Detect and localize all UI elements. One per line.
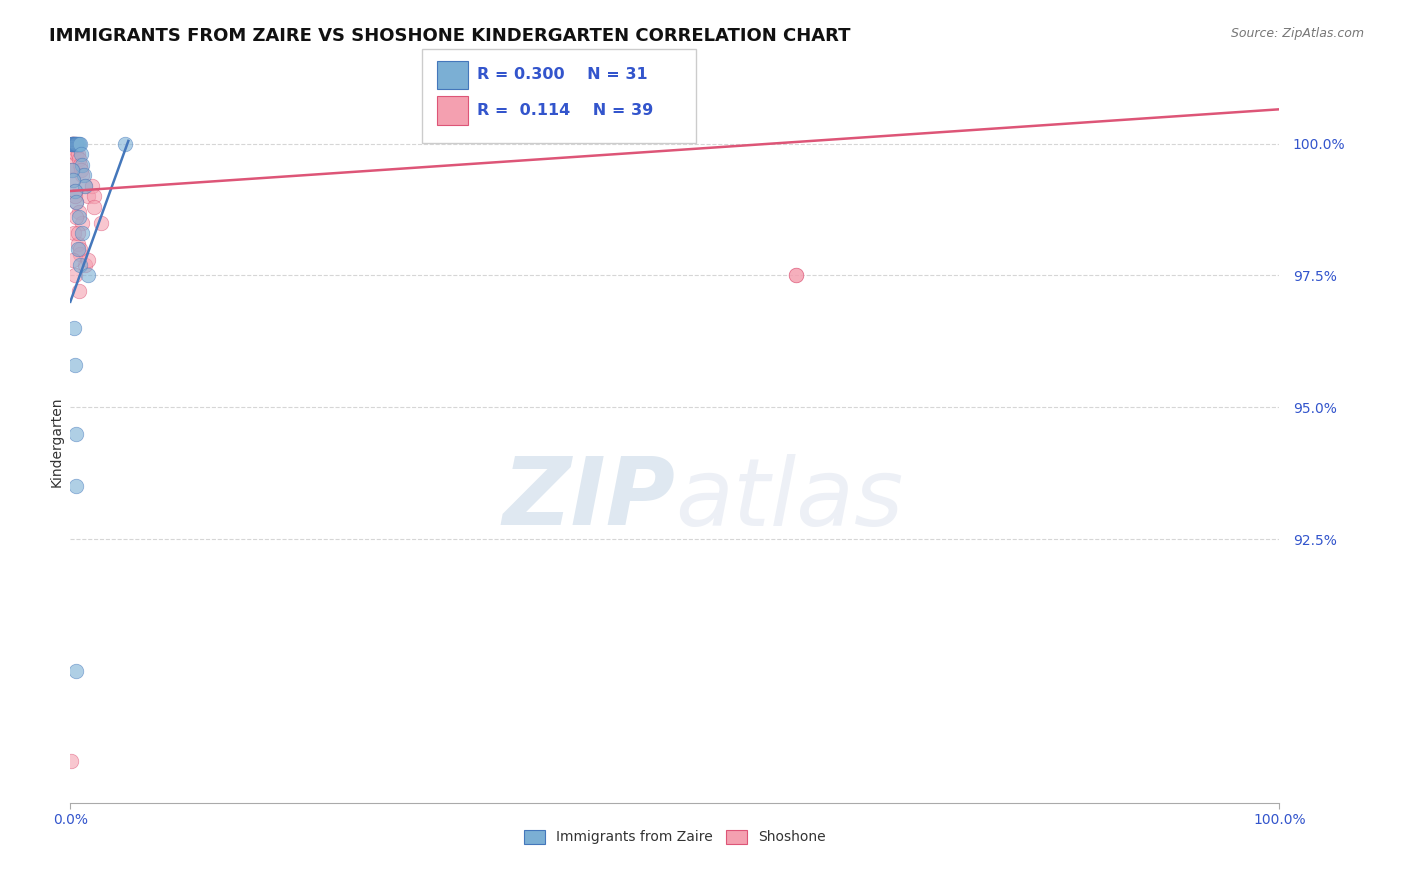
Point: [66, 136, 89, 151]
Point: [66, 242, 89, 256]
Point: [62, 252, 84, 267]
Point: [72, 158, 94, 172]
Point: [60, 136, 83, 151]
Point: [63, 189, 86, 203]
Point: [73, 178, 96, 193]
Point: [65, 136, 87, 151]
Point: [69, 136, 91, 151]
Point: [785, 268, 807, 283]
Point: [59, 158, 82, 172]
Point: [62, 136, 84, 151]
Point: [65, 194, 87, 209]
Point: [114, 136, 136, 151]
Point: [63, 136, 86, 151]
Point: [67, 205, 90, 219]
Point: [72, 168, 94, 182]
Point: [62, 173, 84, 187]
Point: [65, 136, 87, 151]
Point: [65, 664, 87, 678]
Text: R = 0.300    N = 31: R = 0.300 N = 31: [477, 68, 647, 82]
Point: [65, 194, 87, 209]
Text: atlas: atlas: [675, 454, 903, 545]
Point: [67, 153, 90, 167]
Point: [73, 258, 96, 272]
Point: [70, 163, 93, 178]
Point: [72, 226, 94, 240]
Point: [59, 754, 82, 768]
Point: [63, 142, 86, 156]
Point: [77, 252, 100, 267]
Point: [66, 147, 89, 161]
Point: [65, 147, 87, 161]
Point: [63, 226, 86, 240]
Text: ZIP: ZIP: [502, 453, 675, 545]
Point: [63, 184, 86, 198]
Point: [67, 136, 90, 151]
Point: [69, 258, 91, 272]
Point: [69, 247, 91, 261]
Point: [72, 168, 94, 182]
Point: [70, 147, 93, 161]
Point: [60, 136, 83, 151]
Point: [66, 236, 89, 251]
Legend: Immigrants from Zaire, Shoshone: Immigrants from Zaire, Shoshone: [519, 824, 831, 850]
Point: [69, 158, 91, 172]
Point: [73, 178, 96, 193]
Point: [60, 163, 83, 178]
Point: [80, 178, 103, 193]
Y-axis label: Kindergarten: Kindergarten: [49, 396, 63, 487]
Point: [62, 136, 84, 151]
Point: [67, 284, 90, 298]
Point: [785, 268, 807, 283]
Point: [77, 189, 100, 203]
Point: [63, 136, 86, 151]
Point: [62, 173, 84, 187]
Point: [66, 136, 89, 151]
Point: [60, 136, 83, 151]
Point: [63, 358, 86, 372]
Text: R =  0.114    N = 39: R = 0.114 N = 39: [477, 103, 652, 118]
Point: [66, 226, 89, 240]
Point: [83, 189, 105, 203]
Point: [63, 136, 86, 151]
Point: [63, 184, 86, 198]
Point: [72, 216, 94, 230]
Point: [83, 200, 105, 214]
Point: [63, 136, 86, 151]
Point: [60, 163, 83, 178]
Point: [65, 211, 87, 225]
Text: IMMIGRANTS FROM ZAIRE VS SHOSHONE KINDERGARTEN CORRELATION CHART: IMMIGRANTS FROM ZAIRE VS SHOSHONE KINDER…: [49, 27, 851, 45]
Point: [65, 426, 87, 441]
Point: [65, 479, 87, 493]
Point: [62, 136, 84, 151]
Point: [77, 268, 100, 283]
Text: Source: ZipAtlas.com: Source: ZipAtlas.com: [1230, 27, 1364, 40]
Point: [62, 136, 84, 151]
Point: [67, 211, 90, 225]
Point: [63, 268, 86, 283]
Point: [69, 242, 91, 256]
Point: [60, 136, 83, 151]
Point: [90, 216, 111, 230]
Point: [63, 136, 86, 151]
Point: [63, 321, 86, 335]
